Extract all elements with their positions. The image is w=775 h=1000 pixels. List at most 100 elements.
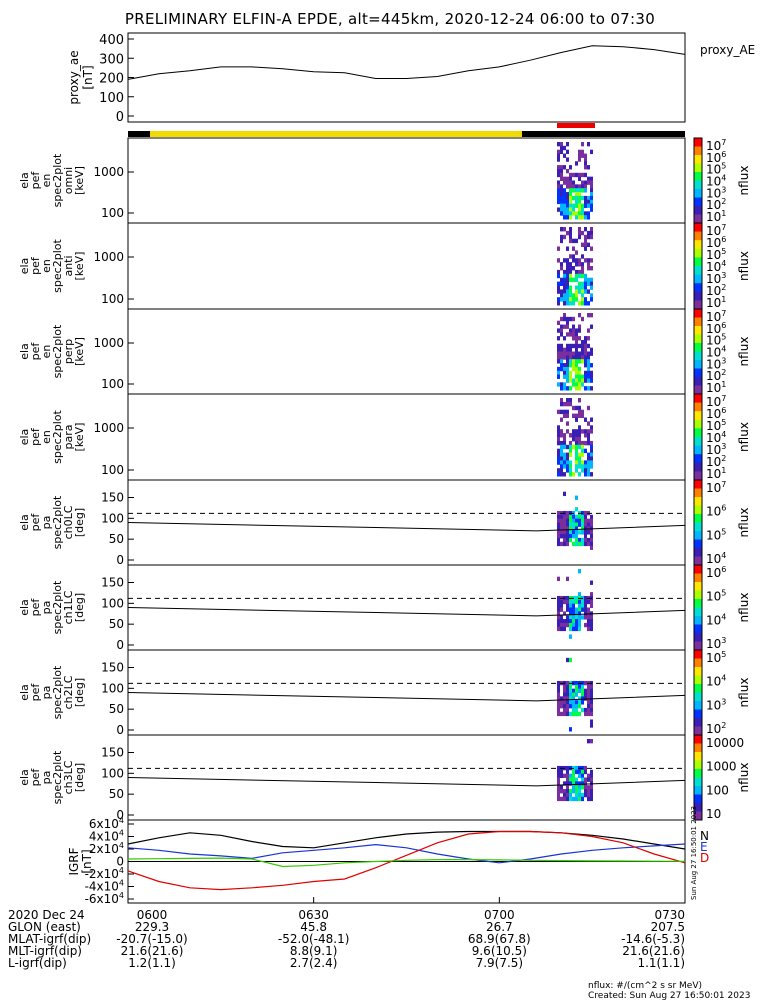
x-row-value: 9.6(10.5)	[472, 944, 527, 958]
pa-tick-label: 150	[101, 491, 124, 505]
spectrogram-cell	[563, 619, 566, 624]
spectrogram-cell	[581, 211, 584, 216]
spectrogram-cell	[584, 792, 587, 798]
spectrogram-cell	[563, 792, 566, 798]
x-row-value: 45.8	[300, 920, 327, 934]
spectrogram-cell	[578, 464, 581, 469]
spectrogram-cell	[587, 363, 590, 368]
spectrogram-cell	[581, 785, 584, 790]
spectrogram-blob-4	[557, 398, 593, 477]
energy-tick-label: 100	[101, 463, 124, 477]
spectrogram-cell	[590, 297, 593, 302]
spectrogram-cell	[584, 378, 587, 383]
spectrogram-cell	[587, 211, 590, 216]
spectrogram-cell	[578, 607, 581, 612]
spectrogram-cell	[578, 289, 581, 294]
spectrogram-cell	[581, 316, 584, 322]
igrf-legend-D: D	[700, 851, 709, 865]
spectrogram-cell	[581, 230, 584, 236]
spectrogram-cell	[566, 765, 569, 771]
spectrogram-cell	[566, 510, 569, 516]
spectrogram-cell	[557, 258, 560, 263]
spectrogram-cell	[566, 192, 569, 197]
panel-ylabel: [deg]	[73, 678, 86, 707]
spectrogram-blob-7	[557, 657, 593, 732]
spectrogram-cell	[587, 277, 590, 283]
spectrogram-cell	[572, 626, 575, 632]
spectrogram-cell	[563, 277, 566, 283]
spectrogram-cell	[578, 262, 581, 267]
panel-ylabel: pef	[29, 598, 42, 617]
colorbar-swatch	[694, 633, 702, 642]
spectrogram-cell	[584, 440, 587, 446]
spectrogram-cell	[560, 615, 563, 620]
spectrogram-cell	[563, 289, 566, 294]
spectrogram-cell	[566, 246, 569, 251]
spectrogram-cell	[584, 707, 587, 713]
spectrogram-cell	[569, 199, 572, 205]
spectrogram-cell	[569, 378, 572, 383]
spectrogram-cell	[566, 211, 569, 216]
spectrogram-cell	[581, 468, 584, 473]
colorbar-swatch	[694, 480, 702, 489]
spectrogram-cell	[566, 468, 569, 473]
spectrogram-cell	[590, 592, 593, 597]
spectrogram-cell	[560, 472, 563, 477]
spectrogram-cell	[572, 195, 575, 201]
spectrogram-cell	[578, 336, 581, 341]
spectrogram-cell	[584, 359, 587, 364]
spectrogram-cell	[575, 448, 578, 454]
spectrogram-cell	[578, 456, 581, 461]
spectrogram-cell	[560, 440, 563, 446]
spectrogram-cell	[560, 234, 563, 240]
spectrogram-cell	[581, 769, 584, 775]
x-row-label: L-igrf(dip)	[8, 956, 67, 970]
spectrogram-cell	[575, 417, 578, 422]
spectrogram-cell	[563, 409, 566, 415]
spectrogram-cell	[566, 301, 569, 306]
spectrogram-cell	[572, 433, 575, 438]
spectrogram-cell	[578, 425, 581, 430]
spectrogram-cell	[590, 195, 593, 201]
spectrogram-cell	[575, 765, 578, 771]
spectrogram-cell	[560, 165, 563, 170]
spectrogram-cell	[578, 188, 581, 193]
colorbar-swatch	[694, 180, 702, 190]
colorbar-swatch	[694, 726, 702, 736]
spectrogram-cell	[578, 370, 581, 376]
spectrogram-cell	[581, 615, 584, 620]
spectrogram-cell	[563, 622, 566, 628]
spectrogram-cell	[587, 440, 590, 446]
colorbar-swatch	[694, 309, 702, 318]
spectrogram-cell	[590, 180, 593, 185]
spectrogram-cell	[587, 301, 590, 306]
spectrogram-cell	[581, 781, 584, 786]
spectrogram-cell	[584, 258, 587, 263]
spectrogram-cell	[569, 269, 572, 275]
spectrogram-cell	[590, 374, 593, 379]
spectrogram-cell	[569, 355, 572, 360]
spectrogram-cell	[581, 448, 584, 454]
spectrogram-cell	[563, 324, 566, 329]
spectrogram-cell	[566, 176, 569, 181]
igrf-series-N	[127, 830, 686, 850]
spectrogram-cell	[581, 440, 584, 446]
spectrogram-cell	[560, 172, 563, 178]
spectrogram-cell	[581, 429, 584, 434]
spectrogram-cell	[569, 796, 572, 802]
spectrogram-cell	[581, 692, 584, 697]
colorbar-swatch	[694, 590, 702, 600]
spectrogram-cell	[575, 405, 578, 411]
spectrogram-cell	[575, 777, 578, 782]
spectrogram-cell	[557, 785, 560, 790]
spectrogram-cell	[569, 192, 572, 197]
spectrogram-cell	[569, 619, 572, 624]
colorbar-label: nflux	[737, 678, 751, 708]
panel-frame-4	[127, 393, 686, 481]
colorbar-swatch	[694, 760, 702, 770]
spectrogram-cell	[569, 526, 572, 531]
spectrogram-cell	[578, 792, 581, 798]
spectrogram-cell	[569, 289, 572, 294]
